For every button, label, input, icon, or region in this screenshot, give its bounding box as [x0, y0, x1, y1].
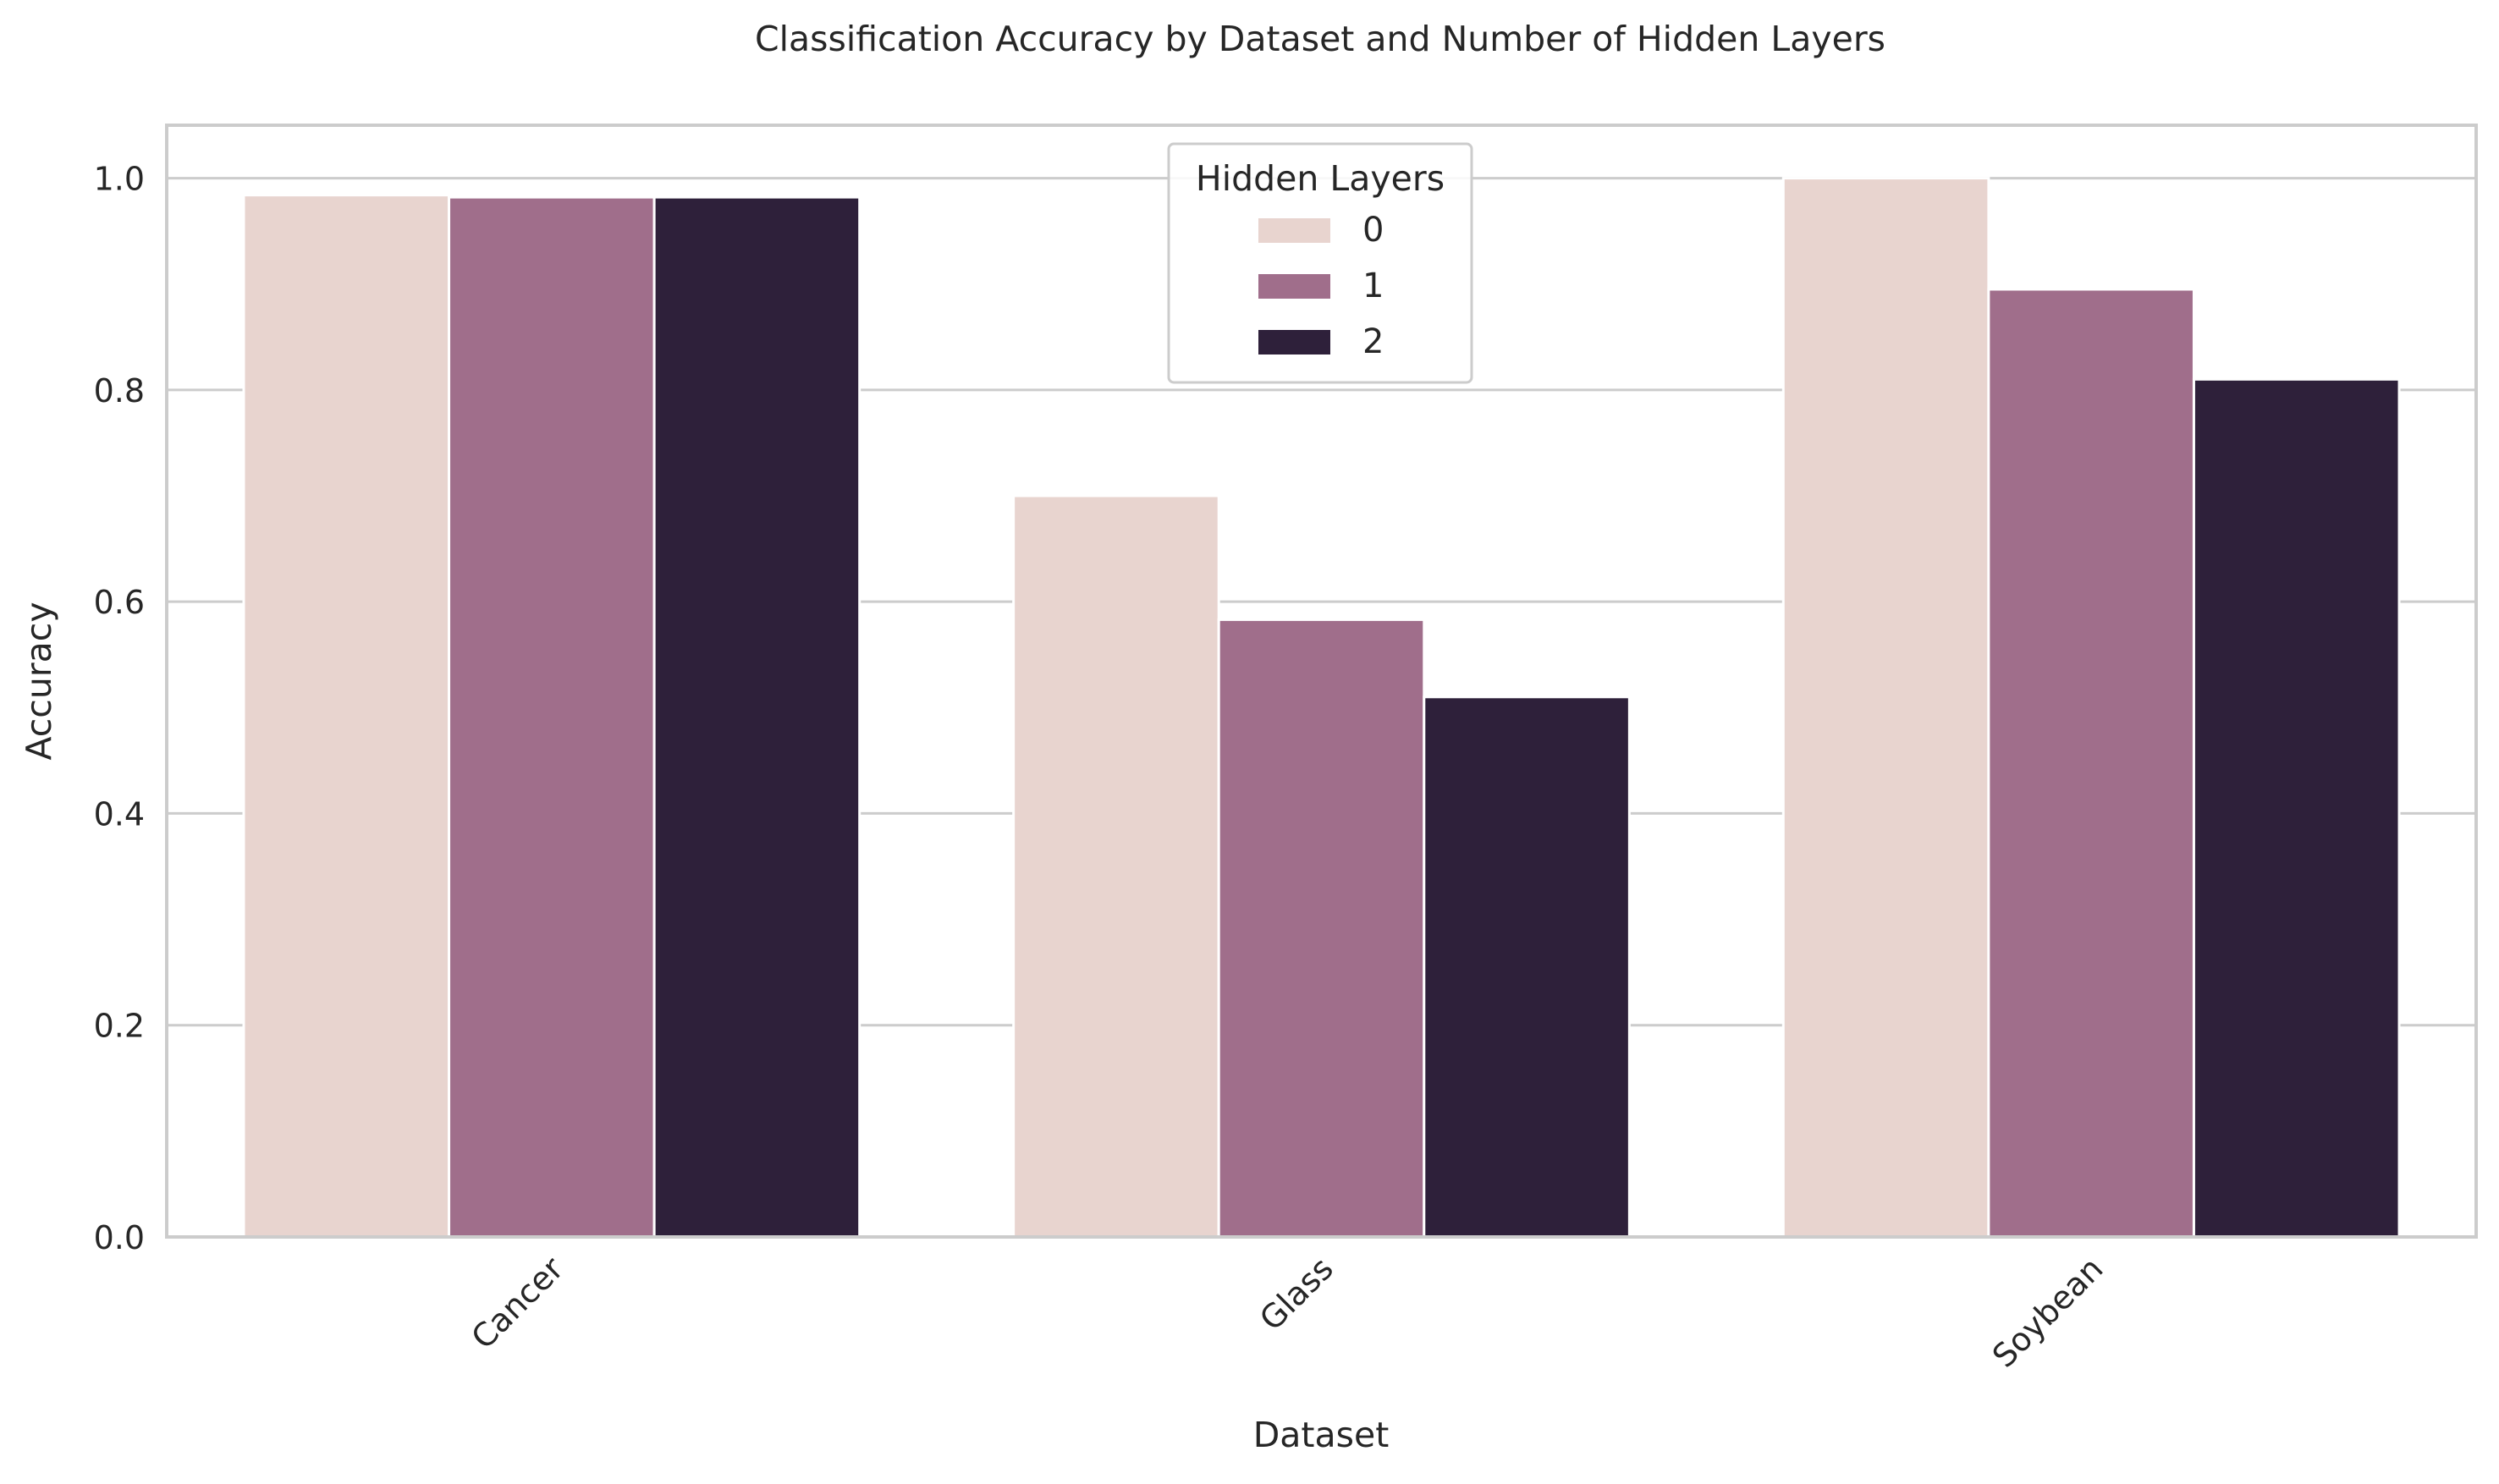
y-tick-label: 0.8 — [94, 372, 145, 409]
bars — [242, 177, 2401, 1239]
legend-box — [1167, 142, 1473, 384]
bar-glass-0 — [1012, 494, 1220, 1239]
y-tick-label: 1.0 — [94, 161, 145, 198]
legend-label: 0 — [1362, 211, 1384, 250]
bar-soybean-0 — [1781, 177, 1990, 1239]
bar-glass-1 — [1217, 618, 1426, 1239]
bar-cancer-0 — [242, 194, 451, 1239]
y-tick-label: 0.0 — [94, 1219, 145, 1256]
bar-soybean-1 — [1987, 288, 2195, 1239]
legend-label: 1 — [1362, 267, 1384, 305]
bar-cancer-1 — [448, 195, 656, 1239]
legend-swatch — [1258, 330, 1330, 355]
y-tick-label: 0.6 — [94, 584, 145, 621]
legend-items: 0 1 2 — [1258, 211, 1384, 361]
legend-label: 2 — [1362, 322, 1384, 361]
y-axis-ticks: 0.0 0.2 0.4 0.6 0.8 1.0 — [94, 161, 145, 1256]
bar-cancer-2 — [652, 195, 861, 1239]
plot-frame — [165, 124, 2478, 1239]
legend-swatch — [1258, 274, 1330, 299]
legend-title: Hidden Layers — [1196, 158, 1445, 199]
y-tick-label: 0.4 — [94, 795, 145, 833]
x-axis-label: Dataset — [1253, 1415, 1390, 1455]
legend: Hidden Layers 0 1 2 — [1167, 142, 1473, 384]
bar-soybean-2 — [2192, 377, 2401, 1239]
y-tick-label: 0.2 — [94, 1008, 145, 1045]
y-axis-label: Accuracy — [19, 602, 59, 760]
chart-title: Classification Accuracy by Dataset and N… — [755, 19, 1885, 59]
bar-glass-2 — [1423, 695, 1631, 1239]
legend-swatch — [1258, 218, 1330, 243]
